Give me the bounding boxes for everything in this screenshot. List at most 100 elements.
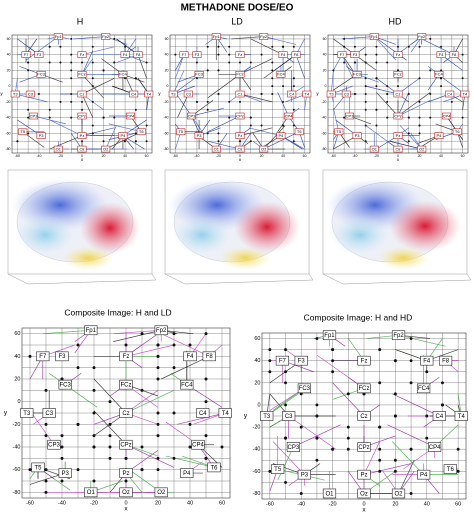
node (461, 53, 464, 56)
edge (399, 125, 422, 150)
node (70, 37, 73, 40)
electrode-box (294, 128, 304, 136)
y-tick-label: -20 (13, 422, 21, 428)
electrode-label: CP4 (285, 113, 294, 118)
y-tick-label: -80 (253, 491, 261, 497)
node (91, 124, 94, 127)
node (260, 93, 263, 95)
node (440, 69, 443, 72)
electrode-box (417, 145, 427, 153)
node (429, 69, 432, 72)
node (284, 436, 287, 440)
electrode-label: F3 (353, 52, 358, 57)
electrode-label: CPz (358, 445, 369, 451)
y-tick-label: -20 (321, 100, 326, 104)
node (60, 434, 64, 438)
edge (49, 119, 83, 137)
electrode-label: FC4 (119, 72, 127, 77)
electrode-label: F4 (439, 52, 444, 57)
node (292, 124, 295, 127)
electrode-box (452, 128, 462, 136)
render-box (7, 273, 157, 285)
node (206, 100, 209, 103)
node (204, 332, 208, 336)
y-tick-label: -40 (321, 116, 326, 120)
y-tick-label: 20 (165, 68, 169, 72)
electrode-label: C3 (28, 91, 34, 96)
electrode-box (260, 411, 274, 421)
node (108, 434, 112, 438)
cyan-region (330, 215, 390, 255)
node (134, 77, 137, 80)
electrode-box (294, 355, 308, 366)
y-tick-label: 40 (254, 358, 260, 364)
electrode-box (211, 145, 221, 153)
node (378, 348, 382, 352)
x-tick-label: -20 (58, 154, 63, 158)
y-tick-label: -60 (163, 131, 168, 135)
electrode-label: CP4 (429, 445, 441, 451)
y-tick-label: 60 (323, 37, 327, 41)
node (188, 445, 192, 449)
node (124, 456, 128, 460)
edge (207, 115, 241, 133)
node (440, 45, 443, 48)
edge (239, 58, 273, 75)
electrode-box (391, 488, 406, 499)
electrode-box (136, 128, 146, 136)
edge (73, 36, 106, 40)
node (70, 69, 73, 72)
node (386, 85, 389, 88)
red-region (80, 202, 140, 254)
electrode-label: C3 (344, 91, 350, 96)
electrode-label: C4 (199, 411, 207, 417)
node (76, 422, 80, 426)
electrode-label: F7 (182, 52, 187, 57)
node (206, 69, 209, 72)
electrode-label: FC3 (353, 72, 361, 77)
node (364, 100, 367, 103)
node (418, 100, 421, 103)
node (59, 100, 62, 103)
node (156, 343, 160, 347)
node (292, 85, 295, 88)
node (70, 61, 73, 64)
edge (81, 127, 115, 137)
electrode-box (345, 112, 355, 120)
electrode-box (259, 145, 269, 153)
x-tick-label: 0 (239, 154, 241, 158)
node (268, 469, 272, 473)
node (407, 93, 410, 95)
node (27, 69, 30, 72)
electrode-label: P3 (355, 133, 361, 138)
node (425, 370, 429, 374)
edge (277, 92, 289, 117)
edge (398, 460, 415, 494)
x-tick-label: -40 (36, 154, 41, 158)
electrode-box (77, 145, 87, 153)
node (124, 343, 128, 347)
electrode-label: FCz (121, 383, 132, 389)
electrode-box (58, 379, 72, 390)
electrode-box (393, 51, 403, 58)
node (228, 100, 231, 103)
x-tick-label: 40 (187, 500, 193, 506)
node (27, 61, 30, 64)
x-tick-label: -60 (26, 500, 34, 506)
node (375, 85, 378, 88)
edge (108, 123, 142, 133)
node (91, 77, 94, 80)
edge (175, 92, 192, 117)
node (206, 132, 209, 135)
x-tick-label: -60 (173, 154, 178, 158)
node (16, 140, 19, 143)
y-tick-label: 0 (9, 84, 11, 88)
node (364, 108, 367, 111)
electrode-box (77, 51, 87, 58)
node (271, 69, 274, 72)
electrode-box (77, 112, 87, 120)
node (364, 77, 367, 80)
node (92, 388, 96, 392)
electrode-box (449, 51, 459, 58)
node (48, 108, 51, 111)
